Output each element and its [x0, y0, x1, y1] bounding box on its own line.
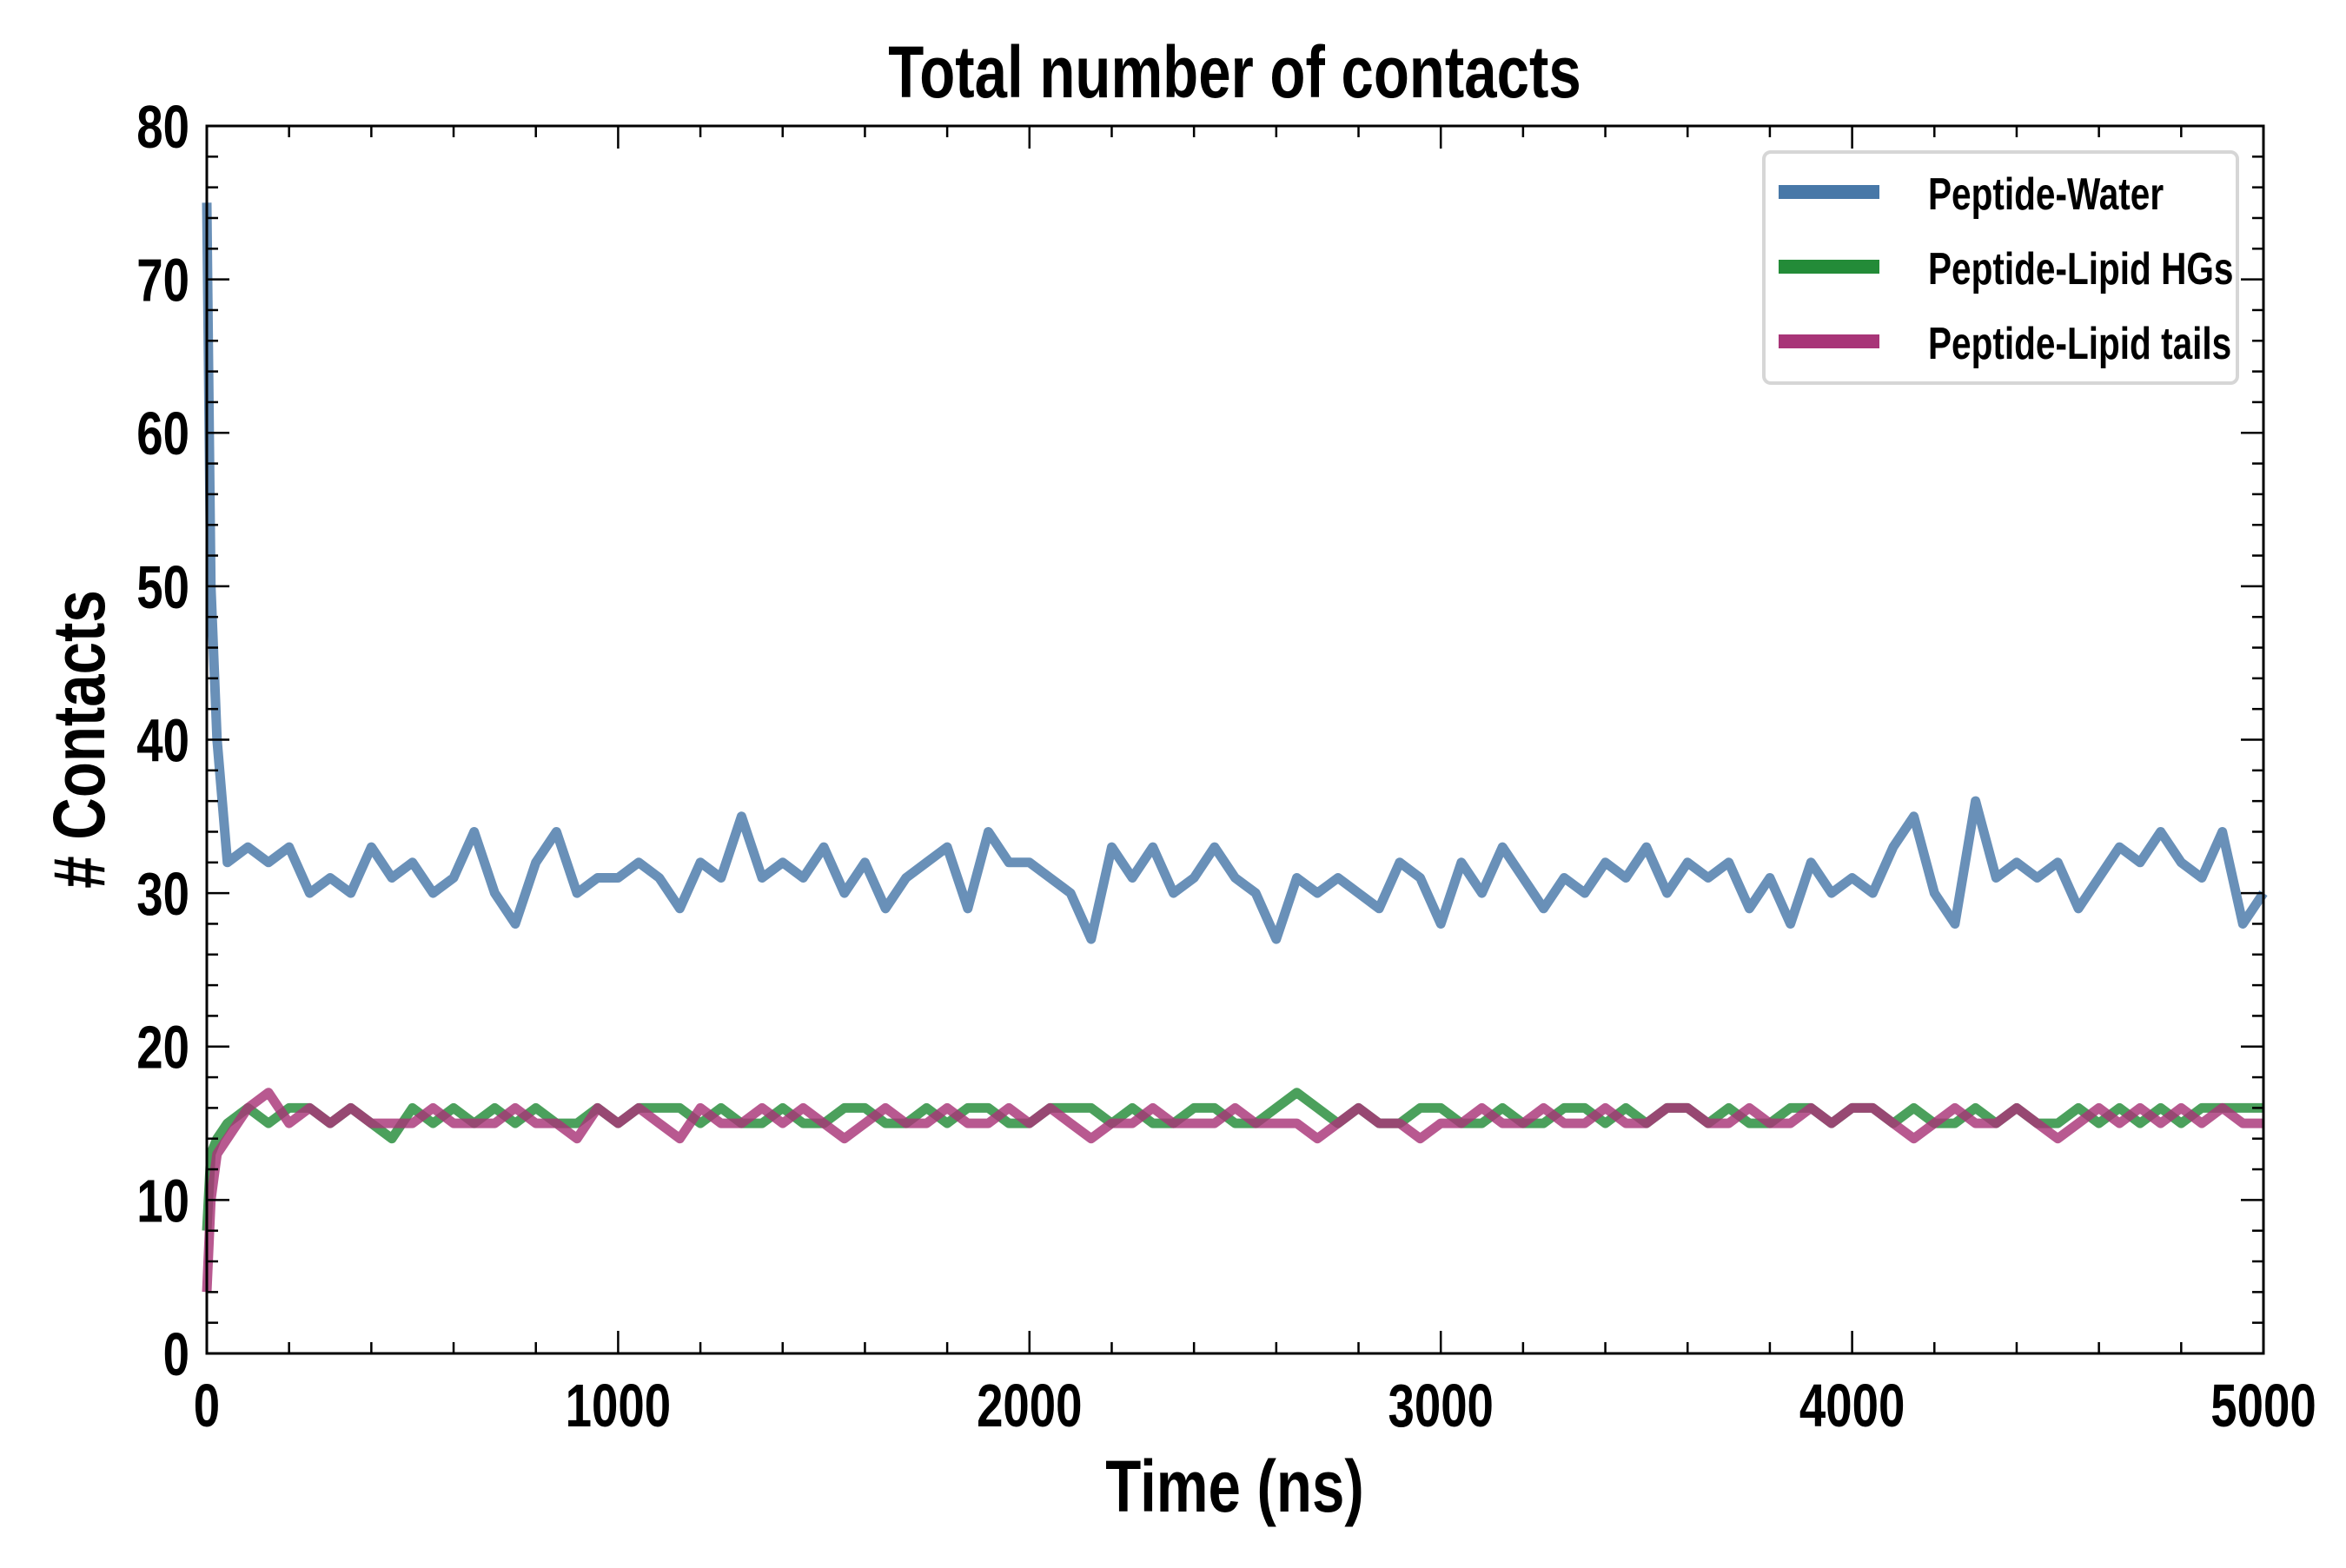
y-tick-label: 20 — [136, 1014, 189, 1082]
legend-label: Peptide-Lipid HGs — [1928, 243, 2233, 294]
x-tick-label: 5000 — [2210, 1373, 2316, 1440]
x-tick-label: 3000 — [1388, 1373, 1493, 1440]
series-layer — [202, 202, 2268, 1293]
axes-layer: 0 1000 2000 3000 4000 5000 0 10 20 30 40 50 60 70 80 — [136, 94, 2316, 1440]
legend-label: Peptide-Water — [1928, 169, 2164, 219]
x-tick-label: 0 — [194, 1373, 220, 1440]
series-line-peptide-lipid-tails — [202, 1088, 2263, 1293]
legend-frame — [1762, 150, 2239, 385]
x-axis-label: Time (ns) — [1105, 1446, 1363, 1528]
y-tick-label: 10 — [136, 1168, 189, 1235]
x-tick-label: 1000 — [566, 1373, 671, 1440]
chart-title: Total number of contacts — [888, 32, 1581, 114]
y-tick-label: 50 — [136, 553, 189, 621]
x-tick-label: 4000 — [1799, 1373, 1905, 1440]
y-tick-label: 0 — [163, 1321, 189, 1389]
x-tick-label: 2000 — [977, 1373, 1082, 1440]
y-tick-label: 60 — [136, 400, 189, 468]
y-axis-label: # Contacts — [39, 590, 121, 888]
y-tick-label: 70 — [136, 247, 189, 314]
series-line-peptide-lipid-hgs — [202, 1088, 2263, 1231]
series-line-peptide-water — [202, 202, 2268, 944]
y-tick-label: 40 — [136, 707, 189, 775]
legend-label: Peptide-Lipid tails — [1928, 318, 2231, 368]
y-tick-label: 80 — [136, 94, 189, 162]
y-tick-label: 30 — [136, 861, 189, 929]
legend: Peptide-Water Peptide-Lipid HGs Peptide-Li… — [1762, 150, 2239, 385]
